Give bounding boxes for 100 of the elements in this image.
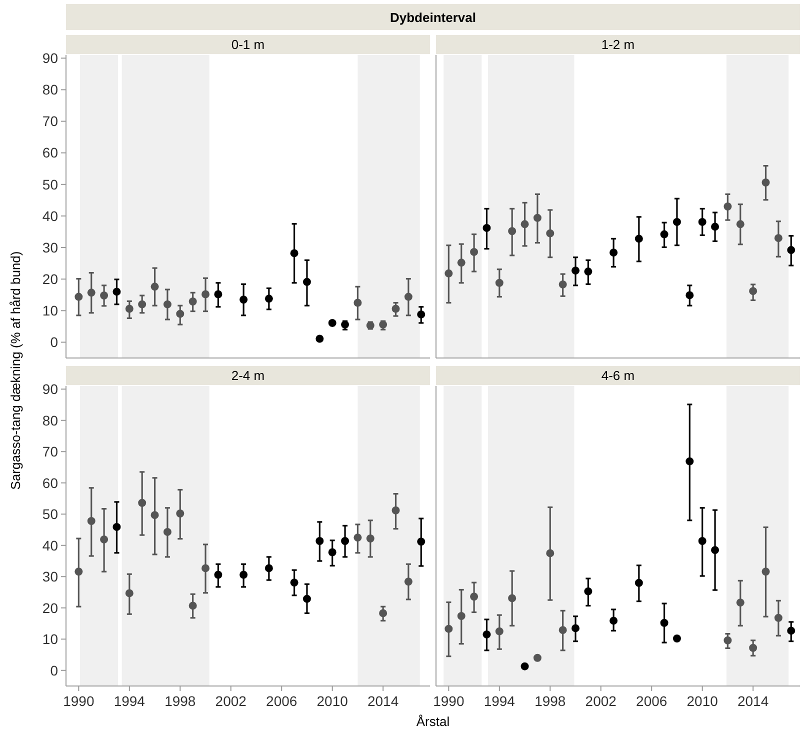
point bbox=[328, 548, 336, 556]
x-tick-label: 1998 bbox=[534, 693, 566, 709]
y-tick-label: 90 bbox=[42, 381, 58, 398]
chart-title: 0-1 m bbox=[231, 37, 265, 52]
point bbox=[610, 616, 618, 625]
y-tick-label: 0 bbox=[50, 334, 58, 350]
y-tick-label: 90 bbox=[42, 50, 58, 66]
x-tick-label: 1990 bbox=[433, 693, 464, 709]
point bbox=[316, 334, 324, 343]
y-tick-label: 60 bbox=[42, 474, 58, 491]
y-tick-label: 60 bbox=[42, 144, 58, 161]
point bbox=[290, 578, 298, 587]
point bbox=[404, 578, 412, 586]
point bbox=[150, 511, 159, 520]
point bbox=[482, 224, 491, 232]
point bbox=[520, 220, 529, 228]
point bbox=[686, 291, 694, 300]
point bbox=[240, 570, 248, 579]
x-tick-label: 2010 bbox=[316, 693, 348, 709]
point bbox=[774, 234, 782, 242]
point bbox=[749, 644, 758, 652]
point bbox=[354, 298, 362, 307]
point bbox=[457, 612, 466, 620]
x-tick-label: 2014 bbox=[737, 693, 769, 709]
point bbox=[138, 300, 146, 308]
x-tick-label: 1990 bbox=[63, 693, 94, 709]
point bbox=[724, 202, 732, 210]
point bbox=[711, 222, 720, 231]
point bbox=[417, 538, 426, 546]
chart-title: 2-4 m bbox=[231, 368, 265, 383]
x-tick-label: 2006 bbox=[266, 693, 298, 709]
point bbox=[188, 298, 197, 306]
point bbox=[112, 522, 121, 531]
x-tick-label: 2002 bbox=[215, 693, 247, 709]
text: Dybdeinterval bbox=[390, 10, 476, 25]
y-tick-label: 40 bbox=[42, 208, 58, 224]
point bbox=[138, 498, 146, 507]
point bbox=[112, 288, 121, 296]
point bbox=[379, 609, 388, 618]
point bbox=[214, 570, 222, 579]
point bbox=[533, 654, 542, 662]
point bbox=[444, 624, 453, 633]
y-tick-label: 70 bbox=[42, 444, 58, 460]
point bbox=[558, 626, 567, 634]
point bbox=[470, 248, 478, 256]
point bbox=[264, 564, 273, 572]
point bbox=[125, 304, 134, 313]
point bbox=[572, 266, 580, 275]
point bbox=[634, 234, 643, 243]
point bbox=[533, 214, 542, 222]
point bbox=[610, 248, 618, 257]
y-axis-title: Sargasso-tang dækning (% af hård bund) bbox=[8, 251, 23, 490]
x-tick-label: 1998 bbox=[164, 693, 196, 709]
y-tick-label: 30 bbox=[42, 568, 58, 585]
point bbox=[202, 290, 210, 298]
point bbox=[482, 630, 491, 638]
x-tick-label: 1994 bbox=[484, 693, 516, 709]
point bbox=[163, 300, 172, 308]
point bbox=[508, 594, 516, 602]
point bbox=[698, 537, 706, 545]
y-tick-label: 40 bbox=[42, 537, 58, 554]
point bbox=[787, 246, 796, 254]
point bbox=[444, 269, 453, 278]
point bbox=[302, 594, 311, 603]
chart-title: 1-2 m bbox=[601, 37, 635, 52]
point bbox=[392, 304, 400, 313]
point bbox=[150, 282, 159, 291]
point bbox=[495, 627, 504, 636]
point bbox=[546, 549, 554, 558]
point bbox=[711, 546, 720, 554]
point bbox=[100, 535, 108, 544]
point bbox=[392, 506, 400, 514]
point bbox=[787, 626, 796, 635]
x-tick-label: 2002 bbox=[585, 693, 617, 709]
y-tick-label: 10 bbox=[42, 631, 58, 648]
point bbox=[176, 310, 184, 318]
point bbox=[290, 249, 298, 258]
point bbox=[74, 568, 83, 576]
point bbox=[176, 510, 184, 518]
point bbox=[584, 268, 592, 276]
point bbox=[736, 220, 744, 228]
point bbox=[724, 636, 732, 644]
point bbox=[672, 218, 681, 226]
point bbox=[762, 178, 770, 187]
point bbox=[100, 292, 108, 300]
point bbox=[87, 288, 96, 297]
y-tick-label: 0 bbox=[50, 662, 58, 678]
point bbox=[584, 587, 592, 596]
y-tick-label: 80 bbox=[42, 82, 58, 98]
point bbox=[87, 517, 96, 525]
y-tick-label: 50 bbox=[42, 176, 58, 192]
point bbox=[302, 278, 311, 286]
point bbox=[736, 598, 744, 607]
point bbox=[163, 528, 172, 536]
point bbox=[672, 634, 681, 642]
point bbox=[214, 290, 222, 298]
y-tick-label: 70 bbox=[42, 113, 58, 130]
point bbox=[686, 457, 694, 466]
chart-title: 4-6 m bbox=[601, 368, 635, 383]
y-tick-label: 20 bbox=[42, 600, 58, 616]
